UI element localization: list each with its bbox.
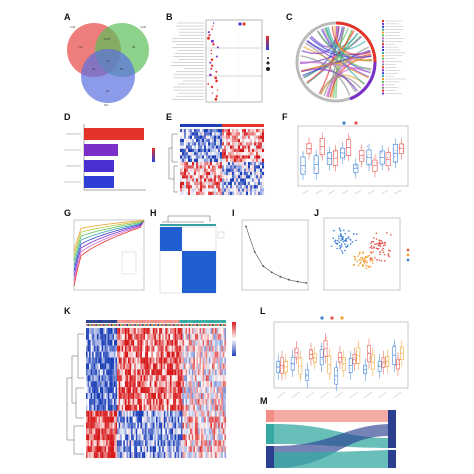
panel-label-c: C	[286, 12, 293, 22]
consensus-cdf-plot	[66, 214, 148, 298]
panel-label-f: F	[282, 112, 288, 122]
venn-count-mir-only: 82	[132, 45, 136, 49]
boxplot-f	[284, 120, 412, 200]
panel-label-k: K	[64, 306, 71, 316]
venn-count-hir-icc: 54	[92, 67, 96, 71]
enrichment-dot-plot	[168, 18, 286, 108]
boxplot-l	[262, 314, 412, 404]
panel-label-i: I	[232, 208, 235, 218]
heatmap-e	[168, 122, 274, 198]
venn-label-mir: m-IR	[140, 25, 146, 29]
chord-diagram	[290, 16, 408, 110]
venn-count-icc-only: 87	[106, 89, 110, 93]
panel-label-m: M	[260, 396, 268, 406]
bar-chart	[62, 122, 162, 196]
venn-count-hir-only: 171	[78, 45, 83, 49]
heatmap-k	[64, 318, 260, 464]
panel-label-g: G	[64, 208, 72, 218]
venn-count-center: 79	[106, 59, 110, 63]
delta-area-plot	[234, 214, 312, 298]
venn-label-hir: h-IR	[70, 25, 75, 29]
sankey-diagram	[262, 408, 412, 470]
venn-label-icc: ICC	[104, 103, 109, 107]
venn-circle-icc	[81, 49, 135, 103]
venn-count-mir-icc: 83	[120, 67, 124, 71]
consensus-matrix	[154, 212, 230, 298]
venn-diagram: h-IR m-IR ICC 171 1037 82 54 79 83 87	[62, 18, 154, 108]
panel-label-l: L	[260, 306, 266, 316]
venn-count-hir-mir: 1037	[104, 37, 111, 41]
panel-label-b: B	[166, 12, 173, 22]
pca-scatter	[316, 214, 420, 300]
panel-label-j: J	[314, 208, 320, 218]
panel-label-d: D	[64, 112, 71, 122]
panel-label-a: A	[64, 12, 71, 22]
panel-label-e: E	[166, 112, 173, 122]
panel-label-h: H	[150, 208, 157, 218]
